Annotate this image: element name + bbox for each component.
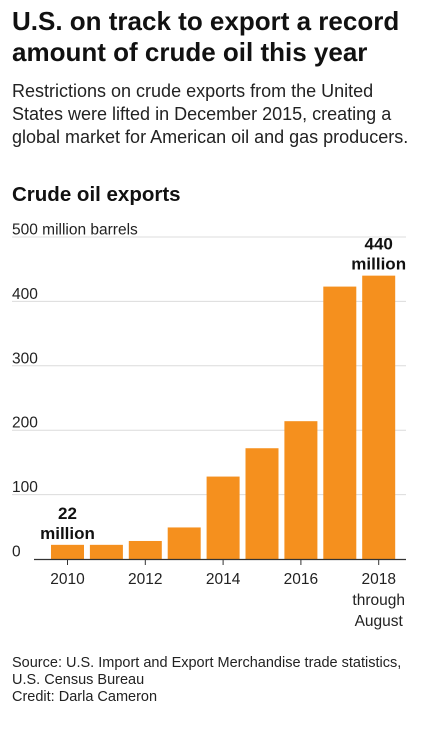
bar-2014	[206, 476, 240, 559]
subtitle: Restrictions on crude exports from the U…	[12, 81, 409, 147]
y-tick-label-300: 300	[12, 350, 38, 367]
bar-2010	[51, 544, 84, 559]
bar-2013	[167, 527, 201, 559]
x-tick-label-2018-through-august: 2018 through August	[352, 571, 405, 630]
bar-2011	[89, 544, 123, 559]
axes	[34, 558, 406, 565]
bar-2017	[323, 286, 357, 559]
data-label-line: 440	[365, 235, 393, 254]
chart-title: Crude oil exports	[12, 183, 181, 206]
x-tick-label-line: August	[355, 613, 404, 630]
bar-2016	[284, 421, 318, 559]
credit-note: Credit: Darla Cameron	[12, 689, 158, 705]
x-tick-label-line: 2016	[284, 571, 318, 588]
x-tick-label-line: 2012	[128, 571, 162, 588]
headline: U.S. on track to export a record amount …	[12, 6, 400, 67]
bars	[51, 275, 396, 559]
y-tick-label-400: 400	[12, 286, 38, 303]
y-tick-label-500: 500 million barrels	[12, 222, 138, 239]
data-label-2018-through-august: 440 million	[351, 235, 406, 274]
data-labels: 0 100 200 300 400 500 million barrels 2010 2012…	[12, 222, 406, 631]
x-tick-label-line: 2010	[50, 571, 85, 588]
data-label-line: 22	[58, 504, 77, 523]
footer: Source: U.S. Import and Export Merchandi…	[12, 655, 417, 706]
x-tick-label-2010: 2010	[50, 571, 85, 588]
x-tick-label-2016: 2016	[284, 571, 318, 588]
x-tick-label-line: 2018	[361, 571, 395, 588]
y-tick-label-200: 200	[12, 415, 38, 432]
x-tick-label-line: 2014	[206, 571, 241, 588]
source-note: Source: U.S. Import and Export Merchandi…	[12, 655, 402, 688]
x-tick-label-line: through	[352, 592, 405, 609]
data-label-line: million	[351, 255, 406, 274]
y-tick-label-0: 0	[12, 544, 21, 561]
bar-2015	[245, 448, 279, 559]
bar-2012	[128, 540, 162, 559]
bar-2018-through-august	[362, 275, 396, 559]
y-tick-label-100: 100	[12, 479, 38, 496]
x-tick-label-2012: 2012	[128, 571, 162, 588]
x-tick-label-2014: 2014	[206, 571, 241, 588]
data-label-line: million	[40, 524, 95, 543]
data-label-2010: 22 million	[40, 504, 95, 543]
